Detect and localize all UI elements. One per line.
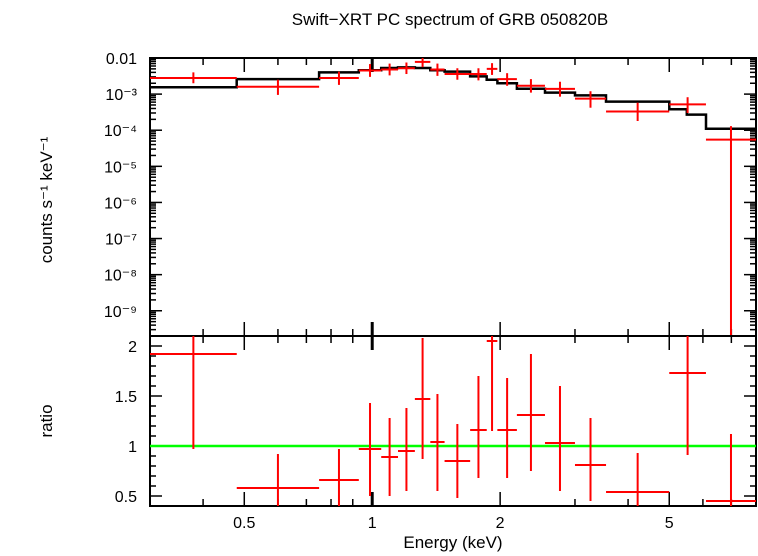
spectrum-plot-frame — [149, 57, 757, 337]
data-point — [705, 126, 756, 336]
spectrum-panel: 0.01 10⁻³ 10⁻⁴ 10⁻⁵ 10⁻⁶ 10⁻⁷ 10⁻⁸ 10⁻⁹ counts … — [37, 51, 757, 337]
ratio-point — [497, 378, 517, 478]
ratio-point — [430, 394, 445, 491]
x-tick-label: 0.5 — [233, 515, 255, 532]
data-point — [486, 63, 498, 75]
y-tick-label: 10⁻⁸ — [104, 268, 137, 285]
data-point — [414, 58, 431, 68]
data-point — [574, 91, 607, 108]
ratio-point — [398, 408, 415, 491]
ratio-point — [486, 336, 498, 431]
y-tick-label: 2 — [128, 339, 137, 356]
y-tick-label: 0.01 — [106, 51, 137, 68]
ratio-point — [705, 434, 756, 506]
model-series — [150, 66, 756, 130]
y-tick-label: 10⁻⁹ — [104, 304, 137, 321]
ratio-plot-frame — [149, 335, 757, 507]
ratio-x-tick-labels: 0.5 1 2 5 — [233, 515, 674, 532]
ratio-point — [669, 336, 706, 455]
ratio-point — [470, 376, 487, 478]
ratio-x-ticks — [202, 336, 733, 506]
data-point — [516, 79, 545, 93]
x-tick-label: 1 — [368, 515, 377, 532]
spectrum-y-ticks — [150, 57, 756, 337]
ratio-y-ticks — [150, 335, 756, 507]
ratio-point — [150, 336, 237, 449]
data-point — [444, 68, 471, 80]
ratio-point — [606, 453, 670, 506]
spectrum-y-axis-label: counts s⁻¹ keV⁻¹ — [37, 136, 56, 263]
ratio-point — [236, 454, 320, 506]
x-tick-label: 5 — [665, 515, 674, 532]
data-point — [544, 81, 575, 97]
ratio-series — [150, 336, 756, 506]
data-series — [150, 58, 756, 336]
y-tick-label: 10⁻⁴ — [104, 123, 137, 140]
ratio-point — [544, 386, 575, 491]
data-point — [381, 63, 399, 76]
x-axis-label: Energy (keV) — [403, 533, 502, 552]
y-tick-label: 10⁻⁶ — [104, 195, 137, 212]
y-tick-label: 0.5 — [115, 489, 137, 506]
ratio-point — [414, 338, 431, 459]
y-tick-label: 10⁻⁵ — [104, 159, 137, 176]
ratio-point — [516, 354, 545, 471]
data-point — [669, 97, 706, 113]
data-point — [358, 64, 382, 77]
ratio-y-axis-label: ratio — [37, 404, 56, 437]
spectrum-x-ticks — [202, 58, 733, 336]
ratio-point — [358, 403, 382, 496]
data-point — [236, 79, 320, 95]
data-point — [606, 102, 670, 121]
spectrum-y-tick-labels: 0.01 10⁻³ 10⁻⁴ 10⁻⁵ 10⁻⁶ 10⁻⁷ 10⁻⁸ 10⁻⁹ — [104, 51, 138, 321]
y-tick-label: 10⁻⁷ — [105, 232, 137, 249]
data-point — [497, 73, 517, 86]
data-point — [430, 63, 445, 76]
y-tick-label: 1.5 — [115, 389, 137, 406]
ratio-point — [319, 449, 359, 506]
ratio-point — [381, 418, 399, 496]
x-tick-label: 2 — [496, 515, 505, 532]
ratio-point — [574, 418, 607, 501]
ratio-point — [444, 424, 471, 498]
chart-title: Swift−XRT PC spectrum of GRB 050820B — [292, 10, 608, 29]
model-step-line — [150, 66, 756, 130]
data-point — [398, 62, 415, 75]
ratio-y-tick-labels: 0.5 1 1.5 2 — [115, 339, 137, 506]
y-tick-label: 1 — [128, 439, 137, 456]
ratio-panel: 0.5 1 1.5 2 0.5 1 2 5 ratio Energy (keV) — [37, 335, 757, 552]
data-point — [150, 72, 237, 84]
data-point — [319, 71, 359, 85]
data-point — [470, 68, 487, 81]
y-tick-label: 10⁻³ — [105, 87, 137, 104]
